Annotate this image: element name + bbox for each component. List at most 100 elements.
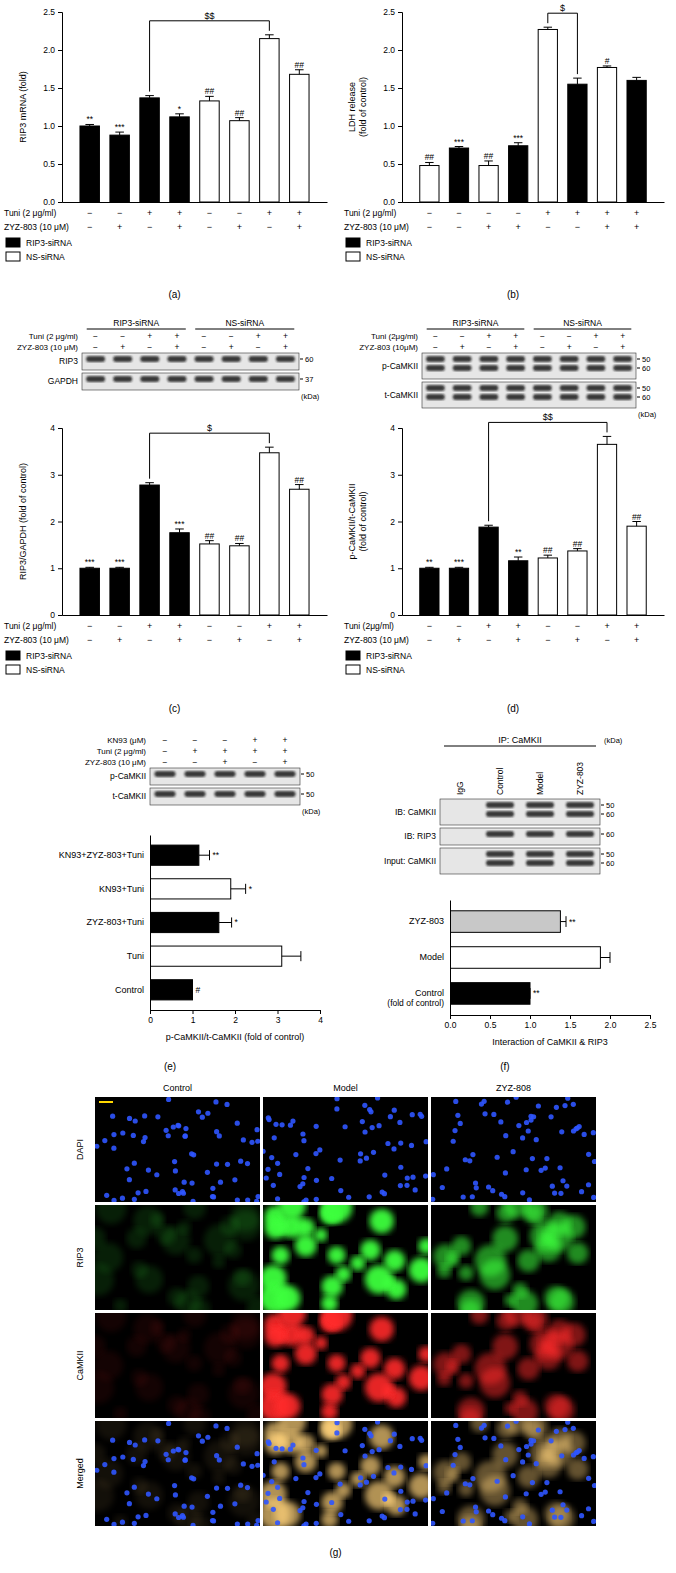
unit-label: (kDa) [604,736,623,745]
plot-area [420,27,646,202]
blot-band [533,365,552,371]
nucleus [196,1109,201,1114]
tick-mark [450,1015,451,1019]
nucleus [271,1183,276,1188]
lane-label: IgG [455,781,465,795]
nucleus [172,1483,177,1488]
comparison-bracket [548,13,578,74]
axis-title: (fold of control) [358,491,368,551]
nucleus [486,1508,491,1513]
nucleus [210,1194,215,1199]
tick-mark [58,50,62,51]
blot-band [426,365,445,371]
marker-label: 60 [642,393,650,402]
group-line [87,329,186,330]
marker-label: 50 [306,770,314,779]
nucleus [232,1501,237,1506]
stain [296,1326,315,1345]
condition-sign: + [620,331,625,341]
tick-label: 0.0 [43,197,55,207]
nucleus [314,1521,319,1526]
image-background [95,1097,260,1202]
tick: 4 [390,423,402,433]
tick-label: 0 [390,610,395,620]
nucleus [143,1513,148,1518]
tick: 3 [390,470,402,480]
condition-label: ZYZ-803 (10 μM) [344,635,409,645]
nucleus [132,1521,137,1526]
stain [457,1506,485,1526]
nucleus [452,1128,457,1133]
nucleus [388,1114,393,1119]
condition-sign: + [593,331,598,341]
nucleus [431,1172,436,1177]
condition-sign: − [237,208,242,218]
nucleus [524,1167,529,1172]
stain [350,1364,365,1379]
condition-sign: + [486,331,491,341]
tick: 1 [191,1010,196,1025]
stain [271,1462,289,1480]
legend-swatch [6,238,20,247]
nucleus [273,1122,278,1127]
tick-mark [58,475,62,476]
nucleus [176,1447,181,1452]
nucleus [314,1448,319,1453]
condition-label: Tuni (2 μg/ml) [4,208,56,218]
nucleus [241,1461,246,1466]
stain [517,1249,539,1271]
condition-sign: − [267,635,272,645]
bar [200,101,219,202]
blot-band [586,385,605,391]
nucleus [245,1485,250,1490]
nucleus [382,1496,387,1501]
nucleus [575,1125,580,1130]
nucleus [368,1433,373,1438]
stain [492,1226,518,1252]
bar [450,947,600,969]
row-label: IB: CaMKII [395,807,436,817]
nucleus [470,1194,475,1199]
nucleus [190,1523,195,1526]
nucleus [562,1427,567,1432]
tick-label: 1.5 [565,1020,577,1030]
nucleus [127,1440,132,1445]
blot-membrane [440,848,600,874]
bar [627,80,646,202]
tick: 2.0 [43,45,62,55]
blot-band [533,394,552,400]
row-label: IB: RIP3 [404,831,436,841]
nucleus [213,1423,218,1428]
tick: 1.5 [565,1015,577,1030]
nucleus [241,1137,246,1142]
stain [183,1313,206,1327]
nucleus [524,1120,529,1125]
plot-area [80,447,309,615]
nucleus [405,1500,410,1505]
chart: *******######$$p-CaMKII/t-CaMKII(fold of… [344,412,665,714]
row-label: RIP3 [75,1247,85,1267]
axis [403,615,665,617]
axis-title: (fold of control) [358,77,368,137]
tick-label: Control [115,985,144,995]
nucleus [290,1118,295,1123]
nucleus [455,1437,460,1442]
stain [247,1297,260,1310]
nucleus [189,1151,194,1156]
nucleus [132,1197,137,1202]
stain [369,1209,394,1234]
nucleus [110,1114,115,1119]
error-bar [573,549,581,551]
condition-sign: + [177,222,182,232]
significance: ** [213,850,220,860]
nucleus [397,1444,402,1449]
nucleus [582,1456,587,1461]
tick-mark [320,1010,321,1014]
blot-band [613,385,632,391]
nucleus [300,1455,305,1460]
image-cell [95,1421,260,1526]
nucleus [255,1463,260,1468]
stain [321,1403,338,1418]
axis: 0.00.51.01.52.02.5 [383,7,402,207]
tick: 2.0 [605,1015,617,1030]
